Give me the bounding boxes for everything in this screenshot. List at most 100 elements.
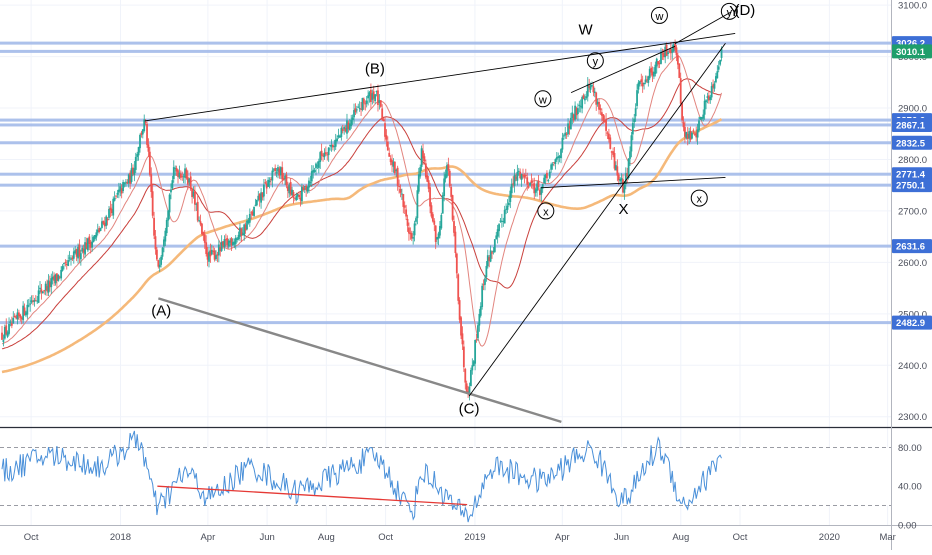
candle-body — [674, 43, 676, 50]
level-price-tag-text: 2750.1 — [896, 181, 926, 192]
candle-body — [70, 258, 72, 260]
candle-body — [257, 195, 260, 200]
candle-body — [581, 97, 584, 109]
candle-body — [543, 177, 546, 183]
candle-body — [117, 189, 120, 193]
candle-body — [54, 274, 57, 284]
candle-body — [40, 289, 43, 293]
rsi-tick-label: 80.00 — [898, 443, 922, 454]
candle-body — [551, 164, 554, 166]
candle-body — [125, 181, 127, 183]
candle-body — [26, 304, 29, 315]
candle-body — [715, 76, 717, 83]
candle-body — [189, 176, 192, 190]
candle-body — [613, 153, 616, 169]
candle-body — [148, 151, 151, 175]
ma-long-line — [1, 117, 723, 374]
candle-body — [540, 187, 543, 195]
candle-body — [232, 242, 234, 246]
candle-body — [716, 71, 719, 79]
candle-body — [103, 222, 106, 227]
candle-body — [519, 171, 522, 179]
candle-body — [585, 96, 588, 99]
level-price-tag — [892, 178, 932, 193]
candle-body — [3, 326, 6, 339]
candle-body — [98, 228, 101, 232]
candle-body — [315, 163, 317, 169]
candle-body — [264, 182, 267, 184]
level-price-tag-text: 3010.1 — [896, 47, 926, 58]
candle-body — [122, 182, 124, 192]
candle-body — [37, 290, 40, 303]
trendline[interactable] — [570, 45, 676, 94]
candle-body — [589, 85, 592, 90]
candle-body — [120, 188, 123, 194]
candle-body — [60, 269, 63, 279]
candle-body — [360, 108, 362, 110]
candle-body — [329, 144, 331, 146]
candle-body — [184, 168, 186, 178]
level-line — [0, 49, 891, 53]
candle-body — [233, 241, 236, 245]
candle-body — [302, 187, 305, 190]
candle-body — [417, 174, 420, 192]
trendline[interactable] — [674, 11, 732, 45]
candle-body — [481, 285, 484, 307]
rsi-divergence-line[interactable] — [157, 485, 468, 506]
candle-body — [48, 281, 51, 288]
candle-body — [508, 202, 510, 206]
time-tick-label: 2018 — [110, 532, 131, 543]
trendline[interactable] — [468, 42, 726, 397]
candle-body — [288, 184, 291, 194]
candle-body — [415, 218, 417, 222]
candle-body — [700, 117, 703, 120]
price-tick-label: 2900.0 — [898, 104, 927, 115]
candle-body — [434, 225, 437, 242]
candle-body — [346, 120, 348, 134]
candle-body — [475, 339, 478, 341]
candle-body — [364, 103, 367, 105]
candle-body — [557, 156, 560, 159]
candle-body — [144, 121, 147, 123]
candle-body — [30, 300, 33, 303]
candle-body — [651, 71, 654, 76]
candle-body — [460, 317, 462, 336]
candle-body — [702, 114, 705, 119]
candle-body — [134, 157, 137, 170]
wave-label: (A) — [151, 303, 171, 320]
candle-body — [406, 218, 409, 226]
candle-body — [586, 83, 589, 97]
candle-body — [89, 241, 92, 248]
candle-body — [695, 132, 698, 138]
candle-body — [5, 325, 8, 335]
candle-body — [564, 132, 567, 136]
candle-body — [219, 247, 222, 252]
candle-body — [323, 152, 326, 158]
trendline[interactable] — [540, 177, 726, 189]
candle-body — [600, 112, 603, 116]
candle-body — [676, 55, 679, 65]
candle-body — [612, 151, 615, 155]
candle-body — [620, 178, 623, 181]
candle-body — [450, 187, 453, 197]
candle-layer — [1, 39, 723, 401]
candle-body — [9, 321, 12, 323]
candle-body — [119, 186, 122, 192]
candle-body — [550, 164, 553, 170]
candle-body — [598, 101, 600, 110]
wave-layer: (A) (B) (C) W X Y(D) w x y w x y — [151, 2, 755, 418]
level-price-tag-text: 2771.4 — [896, 170, 926, 181]
candle-body — [661, 53, 664, 55]
candle-body — [605, 119, 607, 131]
candle-body — [610, 151, 613, 153]
trendline[interactable] — [144, 32, 736, 122]
candle-body — [277, 167, 279, 172]
candle-body — [268, 180, 271, 183]
level-price-tag — [892, 167, 932, 182]
trendline[interactable] — [157, 297, 562, 424]
candle-body — [616, 166, 619, 176]
candle-body — [182, 176, 185, 178]
candle-body — [112, 198, 115, 216]
candle-body — [709, 96, 712, 100]
candle-body — [132, 167, 134, 174]
